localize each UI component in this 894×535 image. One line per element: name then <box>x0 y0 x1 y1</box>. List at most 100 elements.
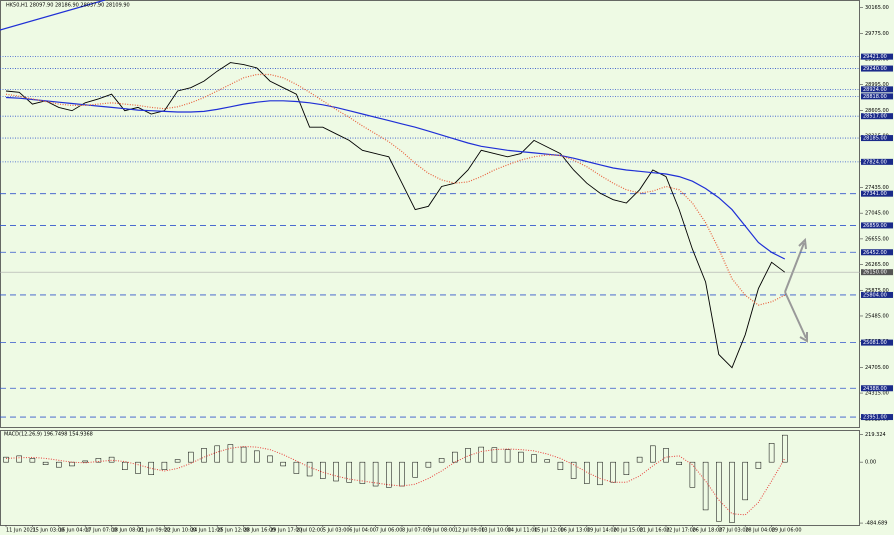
histogram-bar <box>56 461 62 468</box>
histogram-bar <box>386 461 392 488</box>
level-label: 29421.00 <box>863 54 887 60</box>
x-tick-label: 7 Jul 06:00 <box>376 528 403 534</box>
histogram-bar <box>333 461 339 482</box>
x-tick-label: 29 Jul 06:00 <box>772 528 802 534</box>
histogram-bar <box>359 461 366 484</box>
histogram-bar <box>702 461 709 511</box>
x-tick-label: 15 Jul 12:00 <box>534 528 564 534</box>
histogram-bar <box>306 461 313 477</box>
series-line <box>5 62 786 369</box>
histogram-bar <box>29 458 36 463</box>
histogram-bar <box>452 451 458 463</box>
histogram-bar <box>42 461 49 465</box>
level-label-box <box>861 135 893 142</box>
level-label-box <box>861 249 893 256</box>
x-tick-label: 13 Jul 10:00 <box>481 528 511 534</box>
x-tick-label: 17 Jun 07:00 <box>85 528 117 534</box>
series-line <box>5 96 786 260</box>
y-tick-label: 24315.00 <box>865 391 889 397</box>
y-tick-label: 26265.00 <box>865 262 889 268</box>
histogram-bar <box>69 461 75 467</box>
main-frame <box>0 0 860 428</box>
y-tick-label: 30165.00 <box>865 5 889 11</box>
histogram-bar <box>716 461 722 522</box>
x-tick-label: 22 Jul 17:00 <box>666 528 696 534</box>
level-label-box <box>861 86 893 93</box>
histogram-bar <box>267 455 273 463</box>
histogram-bar <box>650 445 656 463</box>
x-tick-label: 11 Jun 2021 <box>6 528 36 534</box>
y-tick-label: 25875.00 <box>865 288 889 294</box>
level-label: 25081.00 <box>863 340 887 346</box>
histogram-bar <box>293 461 300 474</box>
histogram-bar <box>135 461 141 474</box>
y-tick-label: 24705.00 <box>865 365 889 371</box>
last-price-box <box>861 269 893 276</box>
histogram-bar <box>227 444 234 463</box>
level-label: 25804.00 <box>863 292 887 298</box>
histogram-bar <box>504 449 511 463</box>
x-tick-label: 20 Jul 15:00 <box>613 528 643 534</box>
x-tick-label: 27 Jul 03:00 <box>719 528 749 534</box>
histogram-bar <box>742 461 748 501</box>
y-tick-label: 28605.00 <box>865 108 889 114</box>
y-tick-label: 0.00 <box>865 460 876 466</box>
histogram-bar <box>610 461 616 483</box>
histogram-bar <box>570 461 577 479</box>
y-tick-label: 25485.00 <box>865 313 889 319</box>
histogram-bar <box>161 461 168 470</box>
x-tick-label: 2 Jul 02:00 <box>296 528 323 534</box>
histogram-bar <box>597 461 603 486</box>
x-tick-label: 25 Jun 12:00 <box>217 528 249 534</box>
level-label-box <box>861 414 893 421</box>
level-label: 26452.00 <box>863 250 887 256</box>
x-tick-label: 16 Jun 04:00 <box>59 528 91 534</box>
histogram-bar <box>320 461 326 479</box>
x-tick-label: 5 Jul 03:00 <box>323 528 350 534</box>
level-label: 29240.00 <box>863 66 887 72</box>
level-label-box <box>861 53 893 60</box>
level-label-box <box>861 93 893 100</box>
histogram-bar <box>676 461 682 465</box>
y-tick-label: 28995.00 <box>865 82 889 88</box>
level-label-box <box>861 339 893 346</box>
level-label-box <box>861 113 893 120</box>
last-price-label: 26150.00 <box>863 270 887 276</box>
level-label-box <box>861 65 893 72</box>
histogram-bar <box>280 461 286 467</box>
histogram-bar <box>729 461 735 523</box>
level-label: 28818.00 <box>863 94 887 100</box>
macd-frame <box>0 430 860 526</box>
level-label: 27341.00 <box>863 191 887 197</box>
histogram-bar <box>122 461 128 470</box>
x-tick-label: 6 Jul 04:00 <box>349 528 376 534</box>
x-tick-label: 26 Jul 18:00 <box>692 528 722 534</box>
histogram-bar <box>438 458 445 463</box>
histogram-bar <box>557 461 564 470</box>
level-label: 28185.00 <box>863 136 887 142</box>
x-tick-label: 8 Jul 07:00 <box>402 528 429 534</box>
histogram-bar <box>689 461 696 488</box>
histogram-bar <box>623 461 630 475</box>
x-tick-label: 15 Jun 03:00 <box>32 528 64 534</box>
y-tick-label: 219.324 <box>865 432 886 438</box>
chart-title: HK50,H1 28097.90 28186.90 28037.90 28109… <box>6 3 130 9</box>
x-tick-label: 14 Jul 11:00 <box>508 528 538 534</box>
x-tick-label: 19 Jul 14:00 <box>587 528 617 534</box>
level-label-box <box>861 222 893 229</box>
x-tick-label: 18 Jun 08:00 <box>112 528 144 534</box>
y-tick-label: -484.689 <box>865 521 887 527</box>
histogram-bar <box>16 455 22 463</box>
trend-line <box>0 0 106 31</box>
x-tick-label: 22 Jun 10:00 <box>164 528 196 534</box>
x-tick-label: 21 Jun 09:00 <box>138 528 170 534</box>
level-label: 24388.00 <box>863 386 887 392</box>
histogram-bar <box>425 461 432 468</box>
signal-line <box>5 445 786 516</box>
histogram-bar <box>108 456 115 463</box>
level-label: 23951.00 <box>863 415 887 421</box>
histogram-bar <box>201 448 207 463</box>
histogram-bar <box>3 456 9 463</box>
